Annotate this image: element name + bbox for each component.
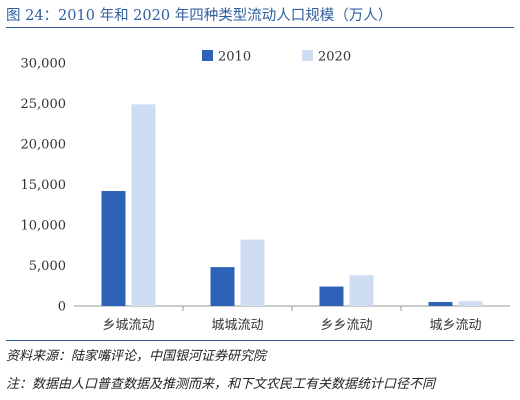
y-tick-label: 0 xyxy=(58,300,66,315)
bar-2010-1 xyxy=(101,190,126,306)
x-category-label: 城城流动 xyxy=(211,318,263,333)
y-tick-label: 20,000 xyxy=(21,138,67,153)
bottom-divider xyxy=(6,340,514,341)
y-tick-label: 25,000 xyxy=(21,97,67,112)
bar-2020-4 xyxy=(458,301,483,306)
y-tick-label: 15,000 xyxy=(21,178,67,193)
bar-chart: 0 5,000 10,000 15,000 20,000 25,000 30,000 乡城流动… xyxy=(21,50,510,333)
y-tick-label: 30,000 xyxy=(21,57,67,72)
footnote: 注：数据由人口普查数据及推测而来，和下文农民工有关数据统计口径不同 xyxy=(6,377,436,392)
legend-swatch-2010 xyxy=(202,50,213,61)
bar-2010-4 xyxy=(428,301,453,306)
source-note: 资料来源：陆家嘴评论，中国银河证券研究院 xyxy=(6,349,267,364)
title-divider xyxy=(6,27,514,28)
figure-title: 图 24：2010 年和 2020 年四种类型流动人口规模（万人） xyxy=(6,8,393,24)
y-tick-label: 5,000 xyxy=(29,259,66,274)
legend-swatch-2020 xyxy=(302,50,313,61)
bar-2020-2 xyxy=(240,239,265,306)
legend-label: 2010 xyxy=(218,50,251,65)
legend-label: 2020 xyxy=(318,50,351,65)
x-category-label: 城乡流动 xyxy=(429,318,481,333)
bar-2020-1 xyxy=(131,104,156,306)
y-tick-label: 10,000 xyxy=(21,219,67,234)
bar-2010-2 xyxy=(210,267,235,306)
x-category-label: 乡乡流动 xyxy=(320,318,372,333)
x-category-label: 乡城流动 xyxy=(102,318,154,333)
bar-2010-3 xyxy=(319,286,344,306)
bar-2020-3 xyxy=(349,275,374,306)
